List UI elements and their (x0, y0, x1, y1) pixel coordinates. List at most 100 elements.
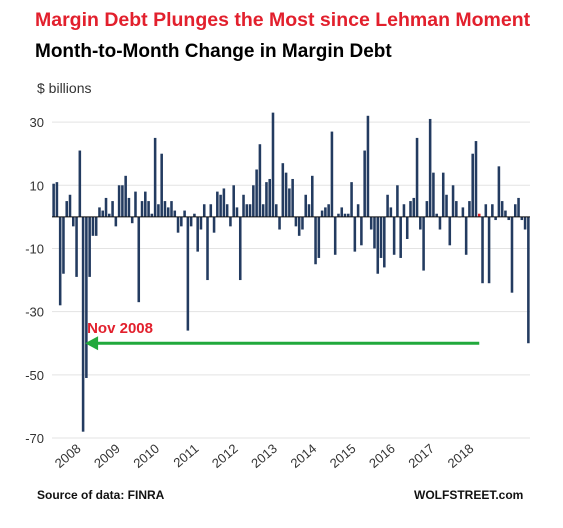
bar (402, 204, 406, 217)
bar (104, 197, 108, 217)
bar (91, 216, 95, 236)
bar (235, 207, 239, 217)
bar (523, 216, 527, 230)
bar (343, 213, 347, 217)
bar (419, 216, 422, 230)
bar (484, 204, 488, 217)
bar (274, 204, 278, 217)
bar (347, 213, 350, 217)
bar (399, 216, 402, 258)
bar (72, 216, 75, 227)
bar (265, 182, 268, 217)
bar (468, 201, 471, 217)
bar (111, 201, 114, 217)
bar (500, 201, 504, 217)
bar (281, 163, 285, 217)
bar (255, 169, 258, 217)
bar (379, 216, 383, 258)
bar (147, 201, 150, 217)
bar (376, 216, 380, 274)
bar (144, 191, 147, 217)
bar (58, 216, 62, 306)
bar (517, 197, 520, 217)
bar (491, 204, 494, 217)
bar (487, 216, 491, 284)
bar (88, 216, 91, 277)
y-tick-label: -50 (25, 368, 44, 383)
bar (324, 207, 327, 217)
bar (445, 194, 448, 217)
reference-arrow-head (85, 336, 99, 351)
bar (65, 201, 69, 217)
bar (409, 201, 412, 217)
bar (432, 172, 435, 217)
x-tick-label: 2013 (248, 441, 280, 471)
bar (180, 216, 183, 227)
x-tick-label: 2010 (130, 441, 162, 471)
x-tick-label: 2008 (52, 441, 84, 471)
bar (314, 216, 317, 265)
bar (350, 182, 353, 217)
bar (307, 204, 311, 217)
bar (127, 197, 131, 217)
bar (369, 216, 373, 230)
chart-title: Margin Debt Plunges the Most since Lehma… (35, 9, 531, 31)
bar (278, 216, 281, 230)
nov-2008-annotation: Nov 2008 (87, 320, 153, 337)
bar (212, 216, 216, 233)
bar (166, 207, 170, 217)
x-tick-label: 2015 (327, 441, 359, 471)
bar (405, 216, 409, 239)
bar (428, 118, 432, 217)
bar (238, 216, 242, 281)
bar (513, 204, 517, 217)
bar (196, 216, 199, 252)
bar (425, 201, 429, 217)
bar (373, 216, 376, 249)
bar (242, 194, 245, 217)
bar (176, 216, 180, 233)
bar (245, 204, 249, 217)
source-note: Source of data: FINRA (37, 488, 165, 502)
bar (173, 210, 177, 217)
bar (422, 216, 425, 271)
bar (219, 194, 222, 217)
bar (202, 204, 206, 217)
bar (474, 141, 478, 217)
bar (435, 213, 438, 217)
bar (258, 144, 262, 217)
bar (363, 150, 366, 217)
bar (353, 216, 357, 252)
bar (527, 216, 530, 344)
bar (268, 178, 271, 217)
bar (392, 216, 396, 255)
y-axis-label: $ billions (37, 80, 92, 96)
x-tick-label: 2011 (170, 441, 201, 470)
bar (163, 201, 167, 217)
bar (101, 210, 105, 217)
bar (206, 216, 209, 281)
bar (461, 207, 465, 217)
bar (225, 204, 229, 217)
bar (507, 216, 510, 221)
bar (252, 185, 255, 217)
bar (108, 213, 111, 217)
bar (288, 188, 291, 217)
bar (330, 131, 334, 217)
bar (216, 191, 219, 217)
x-tick-label: 2012 (209, 441, 241, 471)
bar (153, 137, 157, 217)
bar (510, 216, 514, 293)
x-tick-label: 2009 (91, 441, 123, 471)
y-axis-ticks: 30 10 -10 -30 -50 -70 (25, 115, 44, 446)
y-tick-label: -30 (25, 305, 44, 320)
bar (81, 216, 85, 432)
bar (504, 210, 507, 217)
bar (55, 182, 59, 217)
bar (412, 197, 416, 217)
bar (62, 216, 65, 274)
bar (284, 172, 288, 217)
x-axis-ticks: 2008 2009 2010 2011 2012 2013 2014 2015 2016 2017… (52, 441, 477, 471)
bar (317, 216, 321, 258)
bar (170, 201, 173, 217)
